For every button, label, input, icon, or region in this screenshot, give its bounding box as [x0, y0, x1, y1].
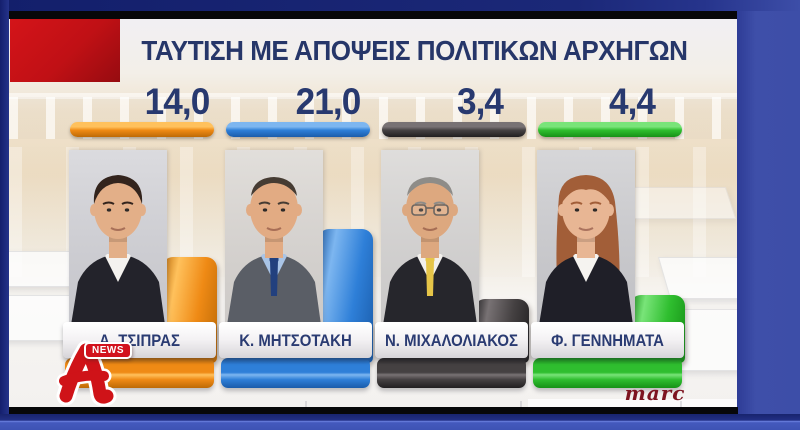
value-underline-bar [226, 122, 370, 137]
colored-pedestal [533, 358, 682, 388]
leader-column: 21,0 Κ. ΜΗΤΣΟΤΑΚΗ [219, 0, 375, 430]
leader-name: Κ. ΜΗΤΣΟΤΑΚΗ [239, 331, 352, 350]
top-black-strip [9, 11, 737, 19]
value-underline-bar [382, 122, 526, 137]
leader-column: 4,4 Φ. ΓΕΝΝΗΜΑΤΑ [531, 0, 687, 430]
leader-name: Φ. ΓΕΝΝΗΜΑΤΑ [551, 331, 664, 350]
leader-portrait [225, 150, 323, 325]
leader-column: 3,4 Ν. ΜΙΧΑΛΟΛΙΑΚΟΣ [375, 0, 531, 430]
leader-name: Ν. ΜΙΧΑΛΟΛΙΑΚΟΣ [384, 331, 518, 350]
poll-value: 4,4 [608, 81, 656, 122]
leader-name-plate: Ν. ΜΙΧΑΛΟΛΙΑΚΟΣ [375, 322, 528, 358]
pollster-logo: marc [624, 381, 686, 405]
colored-pedestal [221, 358, 370, 388]
alpha-news-badge: NEWS [84, 342, 132, 359]
background-block [657, 257, 737, 299]
top-blue-band [0, 0, 800, 11]
leader-portrait [537, 150, 635, 325]
red-corner-block [10, 19, 120, 82]
poll-value: 14,0 [144, 81, 211, 122]
left-blue-band [0, 0, 9, 430]
leader-name-plate: Φ. ΓΕΝΝΗΜΑΤΑ [531, 322, 684, 358]
value-underline-bar [70, 122, 214, 137]
right-blue-band [737, 0, 800, 430]
value-underline-bar [538, 122, 682, 137]
floor-strip [528, 399, 737, 407]
leader-name-plate: Α. ΤΣΙΠΡΑΣ [63, 322, 216, 358]
leader-portrait [381, 150, 479, 325]
leader-portrait [69, 150, 167, 325]
parliament-balustrade-cap [9, 93, 737, 99]
floor-seam [305, 401, 307, 407]
leader-name-plate: Κ. ΜΗΤΣΟΤΑΚΗ [219, 322, 372, 358]
poll-value: 21,0 [295, 81, 362, 122]
bottom-blue-band [0, 414, 800, 430]
floor-seam [520, 401, 522, 407]
bottom-black-strip [7, 407, 738, 415]
poll-value: 3,4 [456, 81, 504, 122]
floor-seam [680, 401, 682, 407]
poll-title: ΤΑΥΤΙΣΗ ΜΕ ΑΠΟΨΕΙΣ ΠΟΛΙΤΙΚΩΝ ΑΡΧΗΓΩΝ [141, 35, 688, 66]
colored-pedestal [377, 358, 526, 388]
